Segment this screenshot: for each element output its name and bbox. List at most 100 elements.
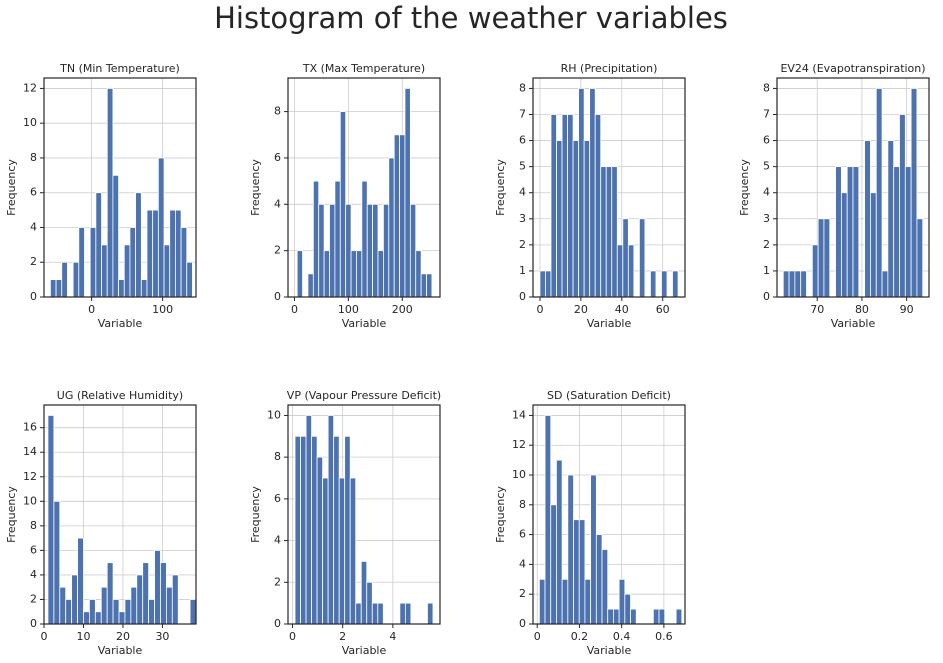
y-tick-label: 6 bbox=[763, 134, 770, 147]
y-tick-label: 0 bbox=[30, 290, 37, 303]
y-tick-label: 7 bbox=[519, 108, 526, 121]
bar bbox=[334, 180, 341, 298]
bar bbox=[426, 273, 433, 298]
bar bbox=[350, 250, 357, 298]
bar bbox=[186, 261, 193, 298]
subplot-title: EV24 (Evapotranspiration) bbox=[780, 62, 925, 75]
y-tick-label: 8 bbox=[274, 105, 281, 118]
bar bbox=[415, 250, 422, 298]
bar bbox=[61, 261, 68, 298]
bar bbox=[846, 166, 854, 298]
bar bbox=[823, 218, 831, 298]
y-tick-label: 2 bbox=[519, 238, 526, 251]
bar bbox=[622, 218, 629, 298]
figure-title: Histogram of the weather variables bbox=[214, 1, 728, 35]
plot-frame bbox=[43, 404, 197, 625]
bar bbox=[333, 435, 340, 625]
bar bbox=[638, 218, 646, 298]
y-tick-label: 12 bbox=[512, 438, 526, 451]
bar bbox=[613, 608, 620, 625]
bar bbox=[852, 166, 860, 298]
plot-frame bbox=[43, 77, 197, 298]
x-axis-label: Variable bbox=[342, 317, 387, 330]
y-tick-label: 5 bbox=[763, 160, 770, 173]
x-tick-label: 20 bbox=[574, 303, 588, 316]
bar bbox=[307, 273, 314, 298]
bar bbox=[377, 602, 384, 625]
y-tick-label: 10 bbox=[267, 408, 281, 421]
x-axis-label: Variable bbox=[342, 644, 387, 657]
bar bbox=[383, 203, 390, 298]
bar bbox=[427, 602, 434, 625]
y-axis-label: Frequency bbox=[249, 486, 262, 543]
bar bbox=[589, 88, 596, 298]
y-tick-label: 12 bbox=[23, 470, 37, 483]
bar bbox=[627, 244, 635, 298]
y-tick-label: 10 bbox=[23, 116, 37, 129]
bar bbox=[875, 88, 883, 298]
y-axis-label: Frequency bbox=[249, 159, 262, 216]
bar bbox=[101, 244, 108, 298]
x-tick-label: 80 bbox=[855, 303, 869, 316]
x-axis-label: Variable bbox=[98, 317, 143, 330]
plot-frame bbox=[287, 404, 441, 625]
bar bbox=[904, 166, 912, 298]
y-tick-label: 6 bbox=[30, 543, 37, 556]
x-tick-label: 100 bbox=[338, 303, 359, 316]
bar bbox=[171, 574, 179, 625]
bar bbox=[607, 608, 614, 625]
x-tick-label: 100 bbox=[152, 303, 173, 316]
bar bbox=[835, 166, 842, 298]
x-tick-label: 0.2 bbox=[571, 630, 589, 643]
x-tick-label: 0 bbox=[534, 630, 541, 643]
y-tick-label: 3 bbox=[763, 212, 770, 225]
subplot-title: RH (Precipitation) bbox=[561, 62, 658, 75]
y-tick-label: 4 bbox=[519, 557, 526, 570]
y-tick-label: 0 bbox=[274, 617, 281, 630]
bar bbox=[100, 586, 108, 625]
y-tick-label: 6 bbox=[274, 492, 281, 505]
x-axis-label: Variable bbox=[587, 317, 632, 330]
x-tick-label: 4 bbox=[389, 630, 396, 643]
bar bbox=[311, 435, 318, 625]
x-axis-label: Variable bbox=[831, 317, 876, 330]
bar bbox=[811, 244, 819, 298]
bar bbox=[72, 261, 80, 298]
bar bbox=[95, 192, 102, 298]
bar bbox=[881, 270, 889, 298]
bar bbox=[163, 244, 171, 298]
y-tick-label: 2 bbox=[763, 238, 770, 251]
y-axis-label: Frequency bbox=[5, 486, 18, 543]
bar bbox=[578, 519, 586, 625]
y-tick-label: 4 bbox=[763, 186, 770, 199]
bar bbox=[339, 111, 347, 298]
y-tick-label: 4 bbox=[519, 186, 526, 199]
bar bbox=[399, 602, 406, 625]
bar bbox=[148, 599, 155, 625]
y-tick-label: 10 bbox=[512, 468, 526, 481]
y-tick-label: 4 bbox=[30, 220, 37, 233]
bar bbox=[595, 534, 603, 625]
y-tick-label: 2 bbox=[30, 255, 37, 268]
y-tick-label: 8 bbox=[30, 519, 37, 532]
bar bbox=[130, 586, 138, 625]
bar bbox=[539, 270, 546, 298]
bar bbox=[561, 114, 568, 298]
bar bbox=[327, 415, 335, 625]
bar bbox=[189, 599, 197, 625]
bar bbox=[112, 599, 120, 625]
y-tick-label: 2 bbox=[274, 575, 281, 588]
subplot-title: TX (Max Temperature) bbox=[302, 62, 425, 75]
y-tick-label: 0 bbox=[763, 290, 770, 303]
bar bbox=[556, 459, 563, 625]
bar bbox=[142, 562, 150, 625]
bar bbox=[550, 114, 557, 298]
y-tick-label: 0 bbox=[519, 290, 526, 303]
bar bbox=[404, 88, 411, 298]
bar bbox=[840, 192, 848, 298]
bar bbox=[366, 203, 374, 298]
bar bbox=[567, 114, 574, 298]
bar bbox=[675, 608, 683, 625]
bar bbox=[561, 578, 569, 625]
bar bbox=[572, 140, 580, 298]
